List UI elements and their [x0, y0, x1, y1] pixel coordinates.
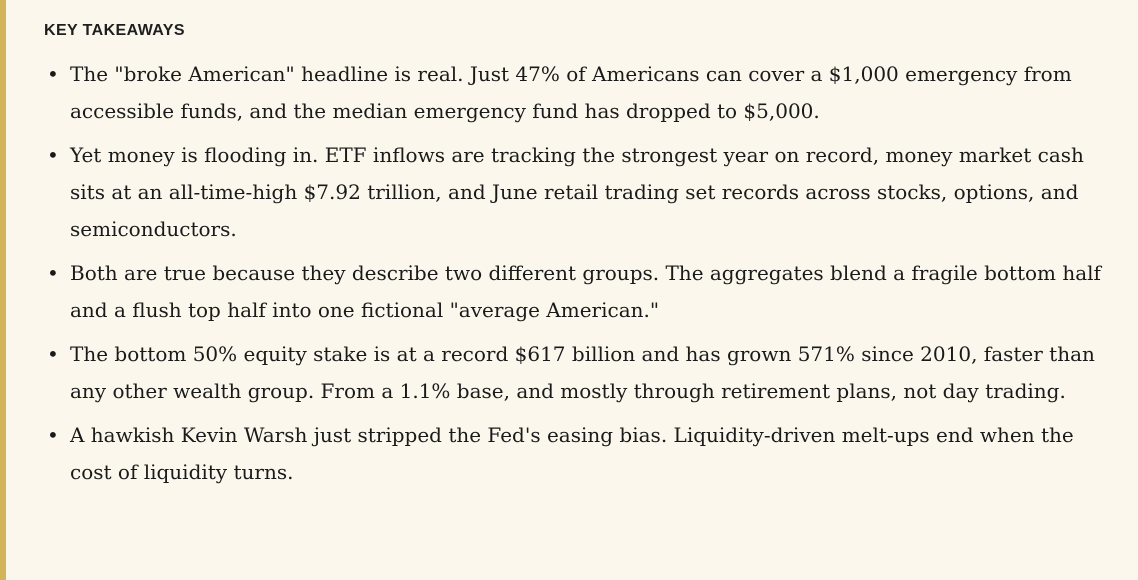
takeaway-item: • The bottom 50% equity stake is at a re…: [44, 336, 1108, 410]
takeaway-item: • The "broke American" headline is real.…: [44, 56, 1108, 130]
takeaway-item: • Both are true because they describe tw…: [44, 255, 1108, 329]
takeaway-text: A hawkish Kevin Warsh just stripped the …: [70, 423, 1074, 484]
takeaway-text: The bottom 50% equity stake is at a reco…: [70, 342, 1095, 403]
takeaways-list: • The "broke American" headline is real.…: [44, 56, 1108, 491]
bullet-icon: •: [47, 143, 59, 167]
key-takeaways-heading: KEY TAKEAWAYS: [44, 22, 185, 39]
takeaway-text: Both are true because they describe two …: [70, 261, 1101, 322]
takeaway-text: Yet money is flooding in. ETF inflows ar…: [70, 143, 1084, 241]
bullet-icon: •: [47, 261, 59, 285]
takeaway-item: • Yet money is flooding in. ETF inflows …: [44, 137, 1108, 248]
takeaway-item: • A hawkish Kevin Warsh just stripped th…: [44, 417, 1108, 491]
takeaway-text: The "broke American" headline is real. J…: [70, 62, 1072, 123]
bullet-icon: •: [47, 62, 59, 86]
bullet-icon: •: [47, 423, 59, 447]
bullet-icon: •: [47, 342, 59, 366]
